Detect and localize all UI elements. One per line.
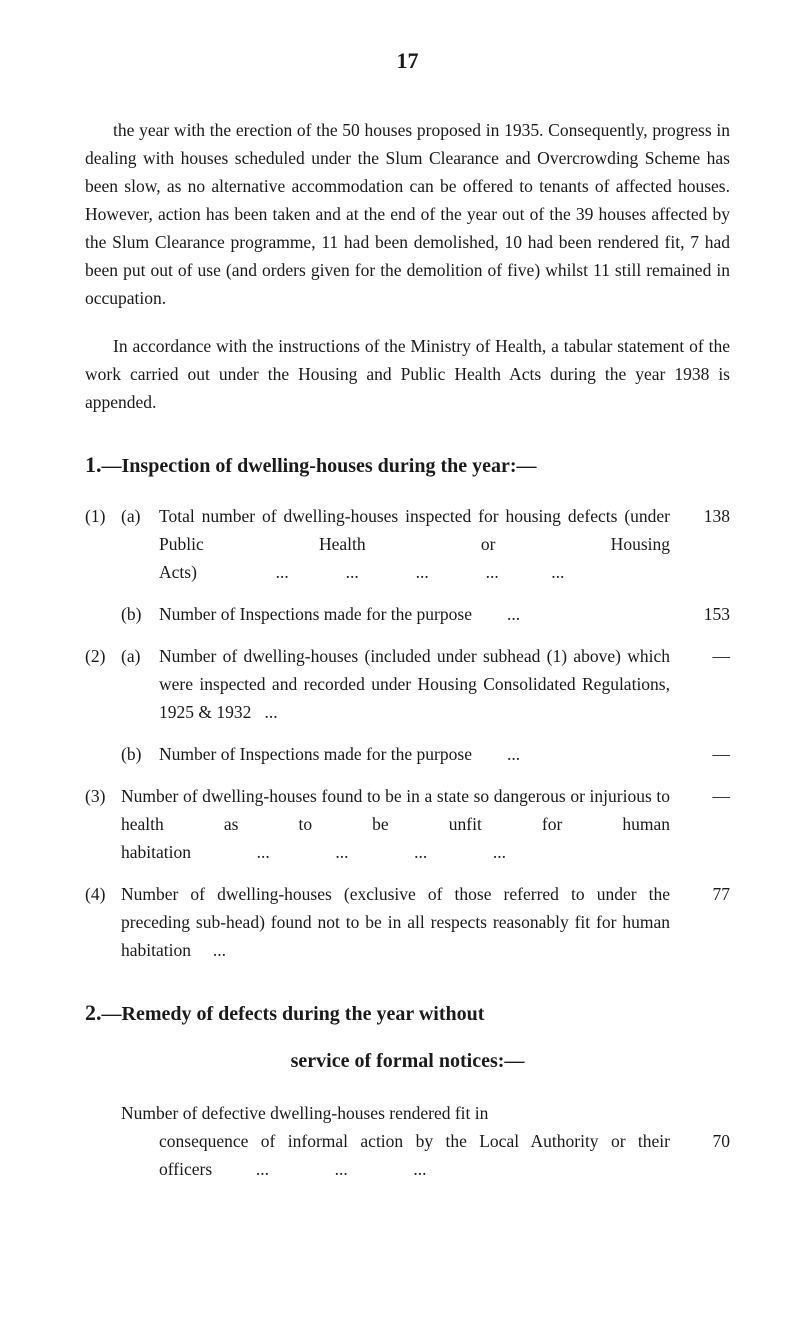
item-4-text: Number of dwelling-houses (exclusive of …: [121, 880, 682, 964]
page-number: 17: [85, 48, 730, 74]
section2-title: —Remedy of defects during the year witho…: [102, 1003, 485, 1025]
section2-item: Number of defective dwelling-houses rend…: [85, 1099, 730, 1183]
inner-label-1a: (a): [121, 502, 159, 530]
section2-number: 2.: [85, 1000, 102, 1025]
section2-item-line2: consequence of informal action by the Lo…: [159, 1127, 682, 1183]
outer-label-1: (1): [85, 502, 121, 530]
item-4-value: 77: [682, 880, 730, 908]
outer-label-2: (2): [85, 642, 121, 670]
item-1b-text: Number of Inspections made for the purpo…: [159, 600, 682, 628]
item-1a: (1) (a) Total number of dwelling-houses …: [85, 502, 730, 586]
section2-item-value: 70: [682, 1127, 730, 1155]
inner-label-2a: (a): [121, 642, 159, 670]
section1-title: —Inspection of dwelling-houses during th…: [102, 455, 537, 477]
item-1b: (b) Number of Inspections made for the p…: [85, 600, 730, 628]
inner-label-1b: (b): [121, 600, 159, 628]
intro-paragraph-2: In accordance with the instructions of t…: [85, 332, 730, 416]
item-3-value: —: [682, 782, 730, 810]
section2-subtitle: service of formal notices:—: [85, 1050, 730, 1073]
item-4: (4) Number of dwelling-houses (exclusive…: [85, 880, 730, 964]
section2-heading: 2.—Remedy of defects during the year wit…: [85, 1000, 730, 1026]
inner-label-2b: (b): [121, 740, 159, 768]
section1-heading: 1.—Inspection of dwelling-houses during …: [85, 452, 730, 478]
item-1b-value: 153: [682, 600, 730, 628]
item-1a-text: Total number of dwelling-houses inspecte…: [159, 502, 682, 586]
item-3-text: Number of dwelling-houses found to be in…: [121, 782, 682, 866]
item-2a-value: —: [682, 642, 730, 670]
outer-label-4: (4): [85, 880, 121, 908]
item-3: (3) Number of dwelling-houses found to b…: [85, 782, 730, 866]
item-2b: (b) Number of Inspections made for the p…: [85, 740, 730, 768]
item-2a-text: Number of dwelling-houses (included unde…: [159, 642, 682, 726]
intro-paragraph-1: the year with the erection of the 50 hou…: [85, 116, 730, 312]
outer-label-3: (3): [85, 782, 121, 810]
item-2b-value: —: [682, 740, 730, 768]
section1-number: 1.: [85, 452, 102, 477]
item-1a-value: 138: [682, 502, 730, 530]
item-2b-text: Number of Inspections made for the purpo…: [159, 740, 682, 768]
item-2a: (2) (a) Number of dwelling-houses (inclu…: [85, 642, 730, 726]
section2-item-line1: Number of defective dwelling-houses rend…: [121, 1099, 730, 1127]
